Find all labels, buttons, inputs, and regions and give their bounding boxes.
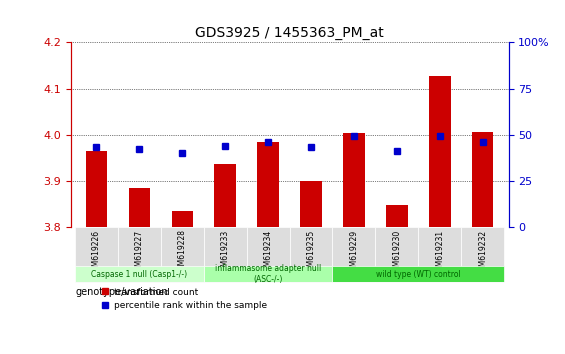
Bar: [172, 211, 193, 227]
FancyBboxPatch shape: [161, 227, 204, 282]
Text: GSM619229: GSM619229: [350, 229, 358, 275]
Text: GSM619232: GSM619232: [478, 229, 487, 275]
Bar: [258, 142, 279, 227]
Text: genotype/variation: genotype/variation: [75, 287, 168, 297]
FancyBboxPatch shape: [204, 227, 247, 282]
Bar: [300, 181, 321, 227]
Text: GSM619226: GSM619226: [92, 229, 101, 275]
Text: GSM619228: GSM619228: [178, 229, 187, 275]
Bar: [86, 151, 107, 227]
Text: Caspase 1 null (Casp1-/-): Caspase 1 null (Casp1-/-): [92, 270, 188, 279]
Bar: [129, 188, 150, 227]
Text: GSM619231: GSM619231: [435, 229, 444, 275]
Legend: transformed count, percentile rank within the sample: transformed count, percentile rank withi…: [97, 284, 271, 314]
FancyBboxPatch shape: [75, 267, 204, 282]
Text: GSM619235: GSM619235: [307, 229, 315, 276]
FancyBboxPatch shape: [118, 227, 161, 282]
Text: wild type (WT) control: wild type (WT) control: [376, 270, 460, 279]
FancyBboxPatch shape: [375, 227, 418, 282]
FancyBboxPatch shape: [461, 227, 504, 282]
FancyBboxPatch shape: [332, 267, 504, 282]
FancyBboxPatch shape: [332, 227, 375, 282]
Bar: [386, 205, 407, 227]
FancyBboxPatch shape: [75, 227, 118, 282]
Title: GDS3925 / 1455363_PM_at: GDS3925 / 1455363_PM_at: [195, 26, 384, 40]
Bar: [343, 133, 364, 227]
Bar: [215, 165, 236, 227]
FancyBboxPatch shape: [247, 227, 290, 282]
Text: GSM619230: GSM619230: [392, 229, 401, 276]
Text: GSM619233: GSM619233: [221, 229, 229, 276]
FancyBboxPatch shape: [418, 227, 461, 282]
Text: GSM619234: GSM619234: [264, 229, 272, 276]
Bar: [429, 76, 450, 227]
FancyBboxPatch shape: [204, 267, 332, 282]
Text: GSM619227: GSM619227: [135, 229, 144, 275]
FancyBboxPatch shape: [290, 227, 332, 282]
Text: inflammasome adapter null
(ASC-/-): inflammasome adapter null (ASC-/-): [215, 264, 321, 284]
Bar: [472, 132, 493, 227]
